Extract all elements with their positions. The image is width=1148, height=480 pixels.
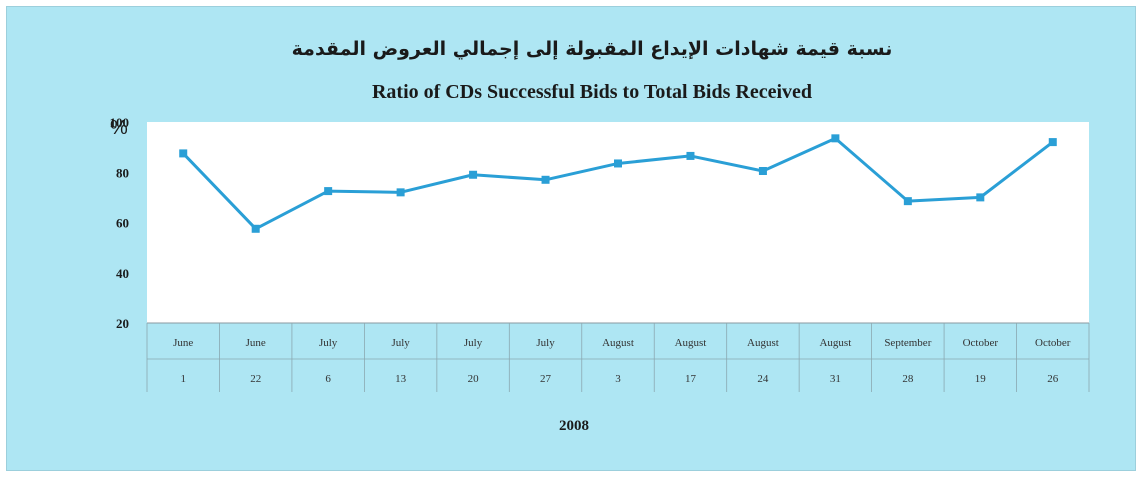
y-axis-unit-label: %	[110, 117, 128, 139]
x-category-day-label: 13	[395, 373, 407, 385]
y-tick-label: 40	[116, 266, 129, 281]
x-category-day-label: 26	[1047, 373, 1059, 385]
plot-area	[147, 122, 1089, 323]
data-point	[903, 197, 912, 206]
y-tick-label: 20	[116, 316, 129, 331]
data-point	[469, 170, 478, 179]
chart-subtitle: Ratio of CDs Successful Bids to Total Bi…	[372, 81, 812, 103]
data-point	[976, 193, 985, 202]
x-category-day-label: 1	[180, 373, 186, 385]
x-axis-year-label: 2008	[559, 418, 589, 434]
data-point	[324, 187, 333, 196]
data-point	[1048, 138, 1057, 147]
x-category-month-label: June	[246, 337, 266, 349]
x-category-month-label: July	[319, 337, 338, 349]
x-category-month-label: September	[884, 337, 931, 349]
x-category-day-label: 28	[902, 373, 914, 385]
x-category-month-label: August	[675, 337, 707, 349]
x-category-day-label: 19	[975, 373, 987, 385]
data-point	[541, 175, 550, 184]
x-category-month-label: June	[173, 337, 193, 349]
x-category-day-label: 20	[468, 373, 480, 385]
chart-panel: نسبة قيمة شهادات الإيداع المقبولة إلى إج…	[6, 6, 1136, 471]
x-category-month-label: July	[536, 337, 555, 349]
x-category-day-label: 3	[615, 373, 621, 385]
data-point	[179, 149, 188, 158]
y-tick-label: 100	[110, 115, 130, 130]
data-point	[251, 224, 260, 233]
x-axis-categories: June 1 June 22 July 6 July 13 July 20 July 27 August…	[173, 337, 1071, 385]
data-point	[758, 166, 767, 175]
x-category-month-label: October	[963, 337, 999, 349]
x-category-month-label: July	[391, 337, 410, 349]
x-category-month-label: August	[747, 337, 779, 349]
x-category-day-label: 31	[830, 373, 841, 385]
x-category-day-label: 17	[685, 373, 697, 385]
chart-title: نسبة قيمة شهادات الإيداع المقبولة إلى إج…	[292, 38, 893, 60]
x-category-month-label: August	[819, 337, 851, 349]
data-point	[614, 159, 622, 168]
x-category-day-label: 27	[540, 373, 552, 385]
y-tick-label: 60	[116, 216, 129, 231]
x-category-month-label: July	[464, 337, 483, 349]
x-category-day-label: 24	[757, 373, 769, 385]
y-tick-label: 80	[116, 165, 129, 180]
line-chart: نسبة قيمة شهادات الإيداع المقبولة إلى إج…	[110, 38, 1090, 434]
data-point	[831, 134, 840, 143]
x-category-day-label: 22	[250, 373, 261, 385]
y-axis-ticks: 20 40 60 80 100	[110, 115, 130, 331]
x-category-day-label: 6	[325, 373, 331, 385]
data-point	[396, 188, 405, 197]
category-grid	[146, 322, 1090, 392]
series-layer	[179, 134, 1057, 233]
x-category-month-label: August	[602, 337, 634, 349]
data-point	[686, 151, 695, 160]
x-category-month-label: October	[1035, 337, 1071, 349]
